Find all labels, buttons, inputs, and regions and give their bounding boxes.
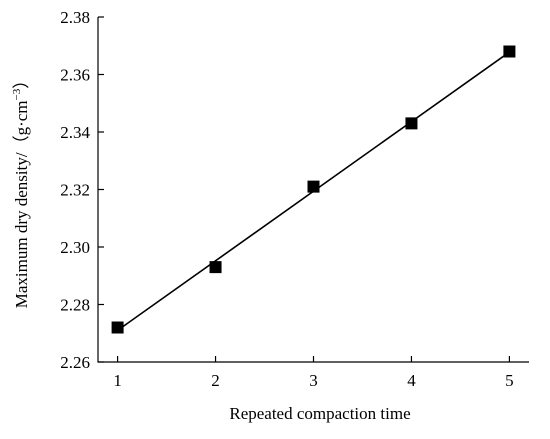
x-tick-label: 4 xyxy=(407,371,416,390)
y-tick-label: 2.30 xyxy=(60,238,90,257)
y-tick-label: 2.28 xyxy=(60,296,90,315)
data-point xyxy=(405,117,418,130)
y-axis-label: Maximum dry density/（g·cm−3） xyxy=(11,72,31,308)
y-axis-ticks: 2.26 2.28 2.30 2.32 2.34 2.36 2.38 xyxy=(60,8,104,372)
y-tick-label: 2.26 xyxy=(60,353,90,372)
data-point xyxy=(307,180,320,193)
x-tick-label: 5 xyxy=(505,371,514,390)
y-tick-label: 2.36 xyxy=(60,66,90,85)
x-axis-label: Repeated compaction time xyxy=(229,404,410,423)
data-point xyxy=(209,261,222,274)
x-tick-label: 2 xyxy=(211,371,220,390)
y-axis-label-exponent: −3 xyxy=(11,88,23,100)
x-tick-label: 3 xyxy=(309,371,318,390)
y-axis-label-close: ） xyxy=(12,72,31,89)
y-tick-label: 2.34 xyxy=(60,123,90,142)
y-axis-label-main: Maximum dry density/（g·cm xyxy=(12,100,31,308)
y-tick-label: 2.32 xyxy=(60,181,90,200)
data-point xyxy=(111,321,124,334)
x-axis-ticks: 1 2 3 4 5 xyxy=(113,356,514,390)
y-tick-label: 2.38 xyxy=(60,8,90,27)
data-points xyxy=(111,45,516,334)
data-point xyxy=(503,45,516,58)
x-tick-label: 1 xyxy=(113,371,122,390)
